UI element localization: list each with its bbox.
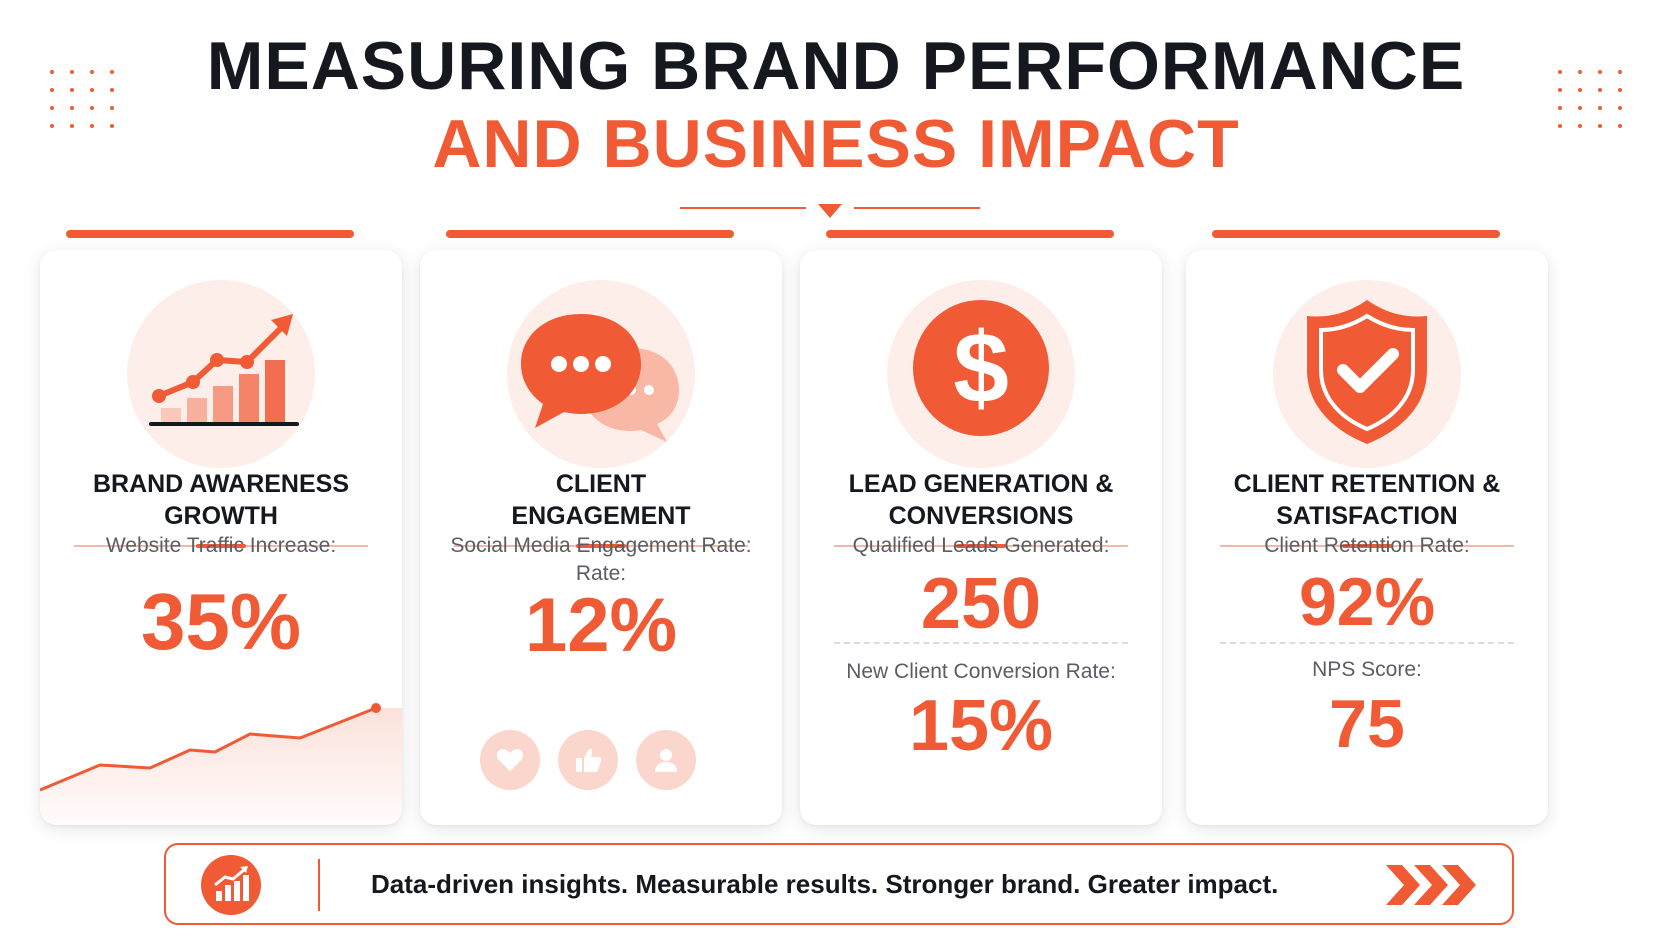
user-icon (636, 730, 696, 790)
metric2-value: 75 (1329, 686, 1405, 762)
card-separator (454, 544, 748, 548)
metric-value: 35% (140, 577, 302, 666)
metric-divider (1220, 642, 1514, 644)
metric-label: Social Media Engagement Rate: Rate: (450, 534, 752, 585)
card-accent-bar (66, 230, 354, 238)
card-lead-generation: $ LEAD GENERATION & CONVERSIONS Qualifie… (800, 250, 1162, 825)
metric-divider (834, 642, 1128, 644)
svg-text:$: $ (953, 312, 1009, 424)
card-accent-bar (1212, 230, 1500, 238)
metric-value: 250 (920, 564, 1042, 644)
card-title: LEAD GENERATION & CONVERSIONS (848, 470, 1114, 530)
metric-value: 92% (1298, 564, 1436, 640)
thumbs-up-icon (558, 730, 618, 790)
dollar-icon: $ (881, 274, 1081, 474)
metric-label: Client Retention Rate: (1264, 534, 1470, 557)
metric-label: Website Traffic Increase: (105, 534, 337, 557)
title-divider (680, 204, 980, 224)
metric-label: Qualified Leads Generated: (852, 534, 1110, 557)
trend-line-decoration (40, 703, 402, 825)
metric-value: 12% (524, 583, 678, 668)
card-separator (1220, 544, 1514, 548)
footer-divider (318, 859, 320, 911)
chevrons-right-icon (1386, 865, 1476, 905)
bar-chart-growth-icon (201, 855, 261, 915)
heart-icon (480, 730, 540, 790)
page-title-line2: AND BUSINESS IMPACT (432, 106, 1240, 182)
page-title: MEASURING BRAND PERFORMANCE AND BUSINESS… (0, 32, 1672, 178)
footer-banner: Data-driven insights. Measurable results… (164, 843, 1514, 925)
dot-grid-right (1558, 70, 1622, 128)
card-client-engagement: CLIENT ENGAGEMENT Social Media Engagemen… (420, 250, 782, 825)
card-accent-bar (446, 230, 734, 238)
metric2-value: 15% (908, 686, 1054, 766)
card-separator (74, 544, 368, 548)
metric2-label: New Client Conversion Rate: (846, 660, 1116, 683)
card-accent-bar (826, 230, 1114, 238)
page-title-line1: MEASURING BRAND PERFORMANCE (206, 28, 1466, 104)
card-client-retention: CLIENT RETENTION & SATISFACTION Client R… (1186, 250, 1548, 825)
card-title: CLIENT ENGAGEMENT (511, 470, 691, 530)
footer-tagline: Data-driven insights. Measurable results… (371, 869, 1279, 899)
card-title: BRAND AWARENESS GROWTH (92, 470, 350, 530)
metric2-label: NPS Score: (1312, 658, 1422, 681)
growth-chart-icon (121, 274, 321, 474)
dot-grid-left (50, 70, 114, 128)
shield-check-icon (1267, 274, 1467, 474)
card-brand-awareness: BRAND AWARENESS GROWTH Website Traffic I… (40, 250, 402, 825)
chat-bubbles-icon (501, 274, 701, 474)
card-title: CLIENT RETENTION & SATISFACTION (1233, 470, 1501, 530)
card-separator (834, 544, 1128, 548)
